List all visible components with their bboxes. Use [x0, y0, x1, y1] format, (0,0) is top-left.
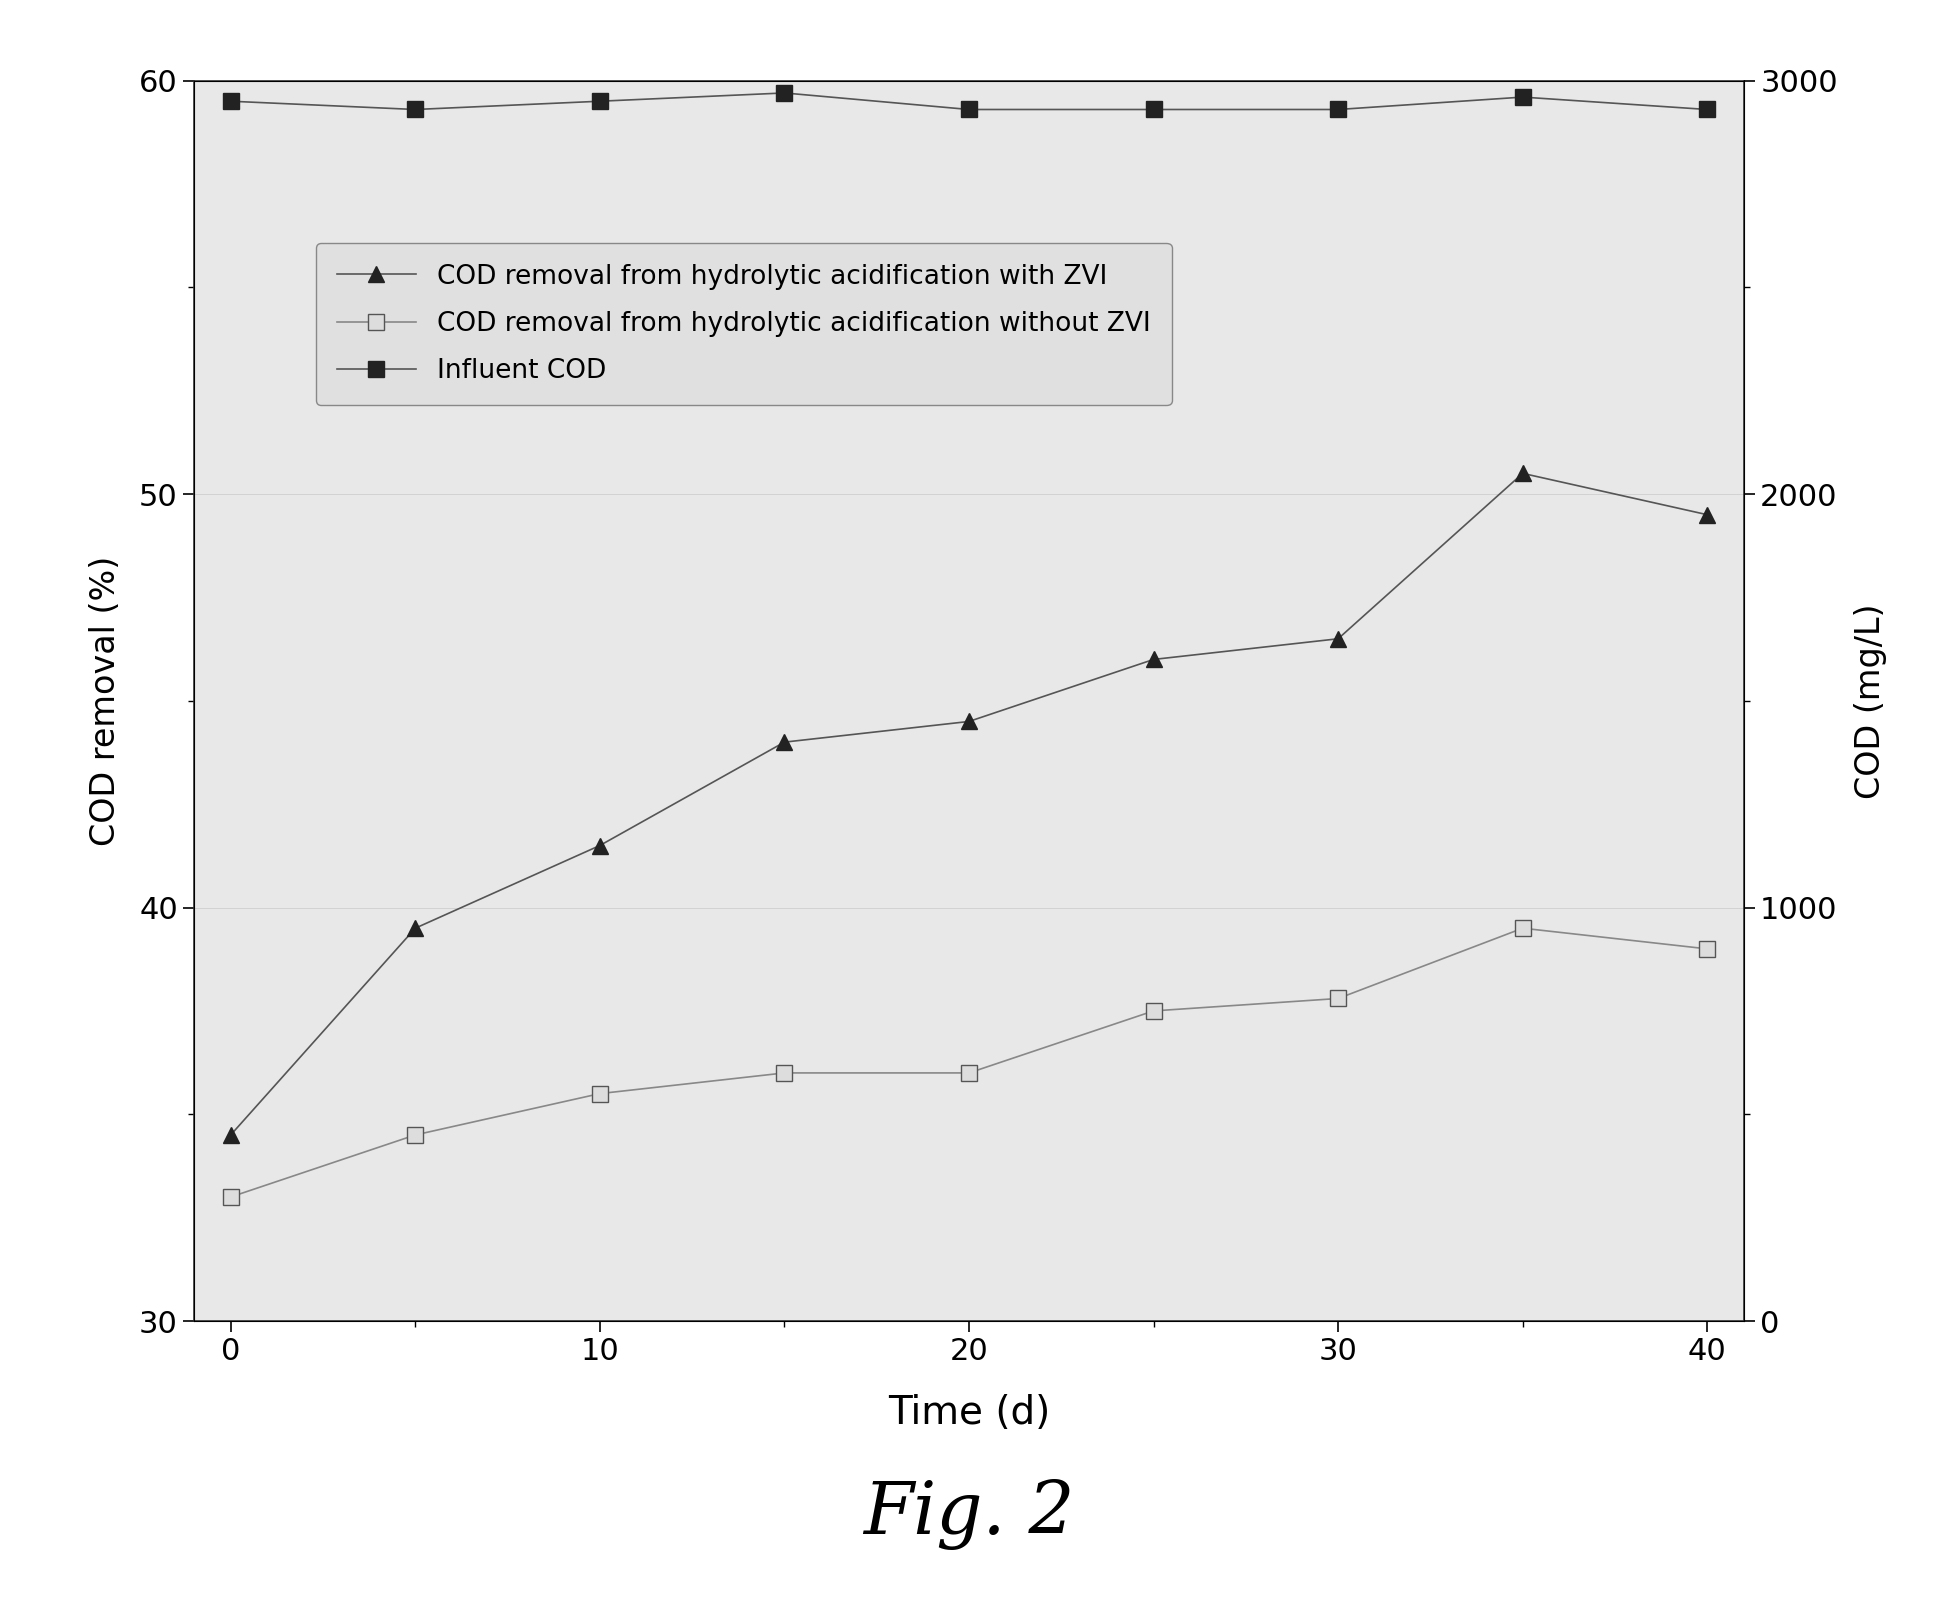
COD removal from hydrolytic acidification with ZVI	[1696, 506, 1719, 525]
COD removal from hydrolytic acidification with ZVI	[219, 1126, 242, 1145]
COD removal from hydrolytic acidification without ZVI	[773, 1063, 797, 1083]
COD removal from hydrolytic acidification without ZVI	[403, 1126, 426, 1145]
COD removal from hydrolytic acidification without ZVI	[1512, 918, 1535, 938]
COD removal from hydrolytic acidification without ZVI	[219, 1187, 242, 1207]
X-axis label: Time (d): Time (d)	[888, 1394, 1050, 1432]
Line: COD removal from hydrolytic acidification with ZVI: COD removal from hydrolytic acidificatio…	[223, 466, 1715, 1142]
Influent COD	[773, 84, 797, 103]
COD removal from hydrolytic acidification with ZVI	[1512, 464, 1535, 483]
COD removal from hydrolytic acidification with ZVI	[773, 733, 797, 752]
COD removal from hydrolytic acidification with ZVI	[1326, 630, 1349, 649]
Influent COD	[589, 92, 612, 111]
Y-axis label: COD (mg/L): COD (mg/L)	[1855, 603, 1888, 799]
COD removal from hydrolytic acidification with ZVI	[589, 836, 612, 855]
Influent COD	[1696, 100, 1719, 119]
COD removal from hydrolytic acidification without ZVI	[1696, 939, 1719, 959]
Influent COD	[1141, 100, 1165, 119]
Line: COD removal from hydrolytic acidification without ZVI: COD removal from hydrolytic acidificatio…	[223, 920, 1715, 1205]
Influent COD	[403, 100, 426, 119]
Text: Fig. 2: Fig. 2	[862, 1479, 1076, 1550]
COD removal from hydrolytic acidification without ZVI	[1326, 989, 1349, 1008]
COD removal from hydrolytic acidification with ZVI	[957, 712, 981, 731]
COD removal from hydrolytic acidification without ZVI	[589, 1084, 612, 1104]
COD removal from hydrolytic acidification without ZVI	[957, 1063, 981, 1083]
COD removal from hydrolytic acidification without ZVI	[1141, 1002, 1165, 1021]
Influent COD	[957, 100, 981, 119]
Influent COD	[219, 92, 242, 111]
COD removal from hydrolytic acidification with ZVI	[403, 918, 426, 938]
Line: Influent COD: Influent COD	[223, 85, 1715, 118]
Influent COD	[1326, 100, 1349, 119]
Y-axis label: COD removal (%): COD removal (%)	[89, 556, 122, 846]
COD removal from hydrolytic acidification with ZVI	[1141, 649, 1165, 669]
Influent COD	[1512, 87, 1535, 106]
Legend: COD removal from hydrolytic acidification with ZVI, COD removal from hydrolytic : COD removal from hydrolytic acidificatio…	[316, 243, 1172, 404]
